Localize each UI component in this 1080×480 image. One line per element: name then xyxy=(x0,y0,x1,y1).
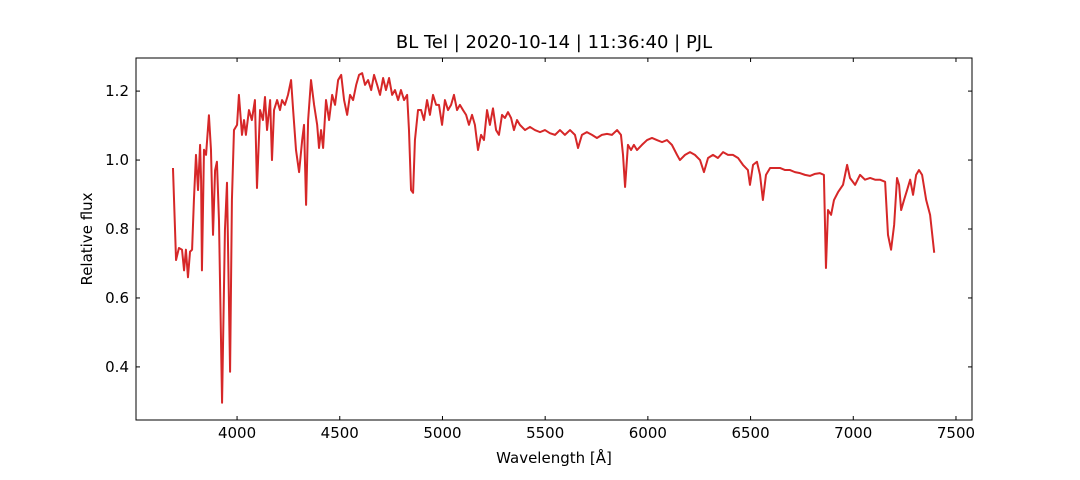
spectrum-line xyxy=(171,72,936,404)
x-tick-label: 4500 xyxy=(321,424,359,442)
x-tick-label: 5000 xyxy=(423,424,461,442)
x-tick-label: 6500 xyxy=(731,424,769,442)
y-tick-label: 1.2 xyxy=(105,82,129,100)
chart-title: BL Tel | 2020-10-14 | 11:36:40 | PJL xyxy=(396,32,712,53)
y-tick-label: 0.4 xyxy=(105,358,129,376)
x-tick-label: 6000 xyxy=(629,424,667,442)
x-tick-label: 5500 xyxy=(526,424,564,442)
plot-frame xyxy=(135,57,973,421)
y-axis-label: Relative flux xyxy=(78,192,96,285)
y-tick-label: 0.6 xyxy=(105,289,129,307)
x-axis-label: Wavelength [Å] xyxy=(496,448,612,467)
y-tick-label: 0.8 xyxy=(105,220,129,238)
y-tick-label: 1.0 xyxy=(105,151,129,169)
x-tick-label: 4000 xyxy=(218,424,256,442)
x-tick-label: 7500 xyxy=(937,424,975,442)
x-tick-label: 7000 xyxy=(834,424,872,442)
